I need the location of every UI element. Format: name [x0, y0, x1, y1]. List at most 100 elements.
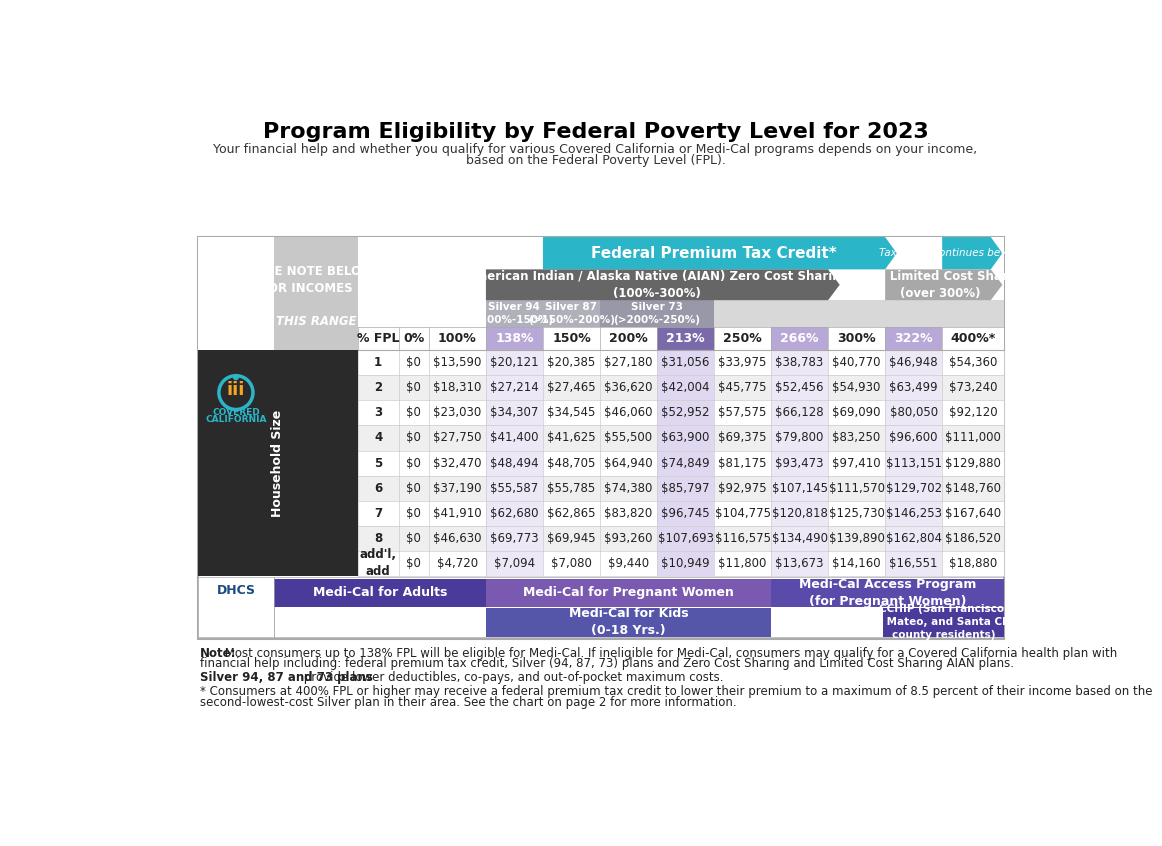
Text: $97,410: $97,410 [832, 457, 881, 470]
Text: $120,818: $120,818 [772, 507, 827, 519]
Text: $48,705: $48,705 [547, 457, 596, 470]
FancyBboxPatch shape [486, 400, 543, 426]
Text: $32,470: $32,470 [433, 457, 482, 470]
Text: $69,773: $69,773 [490, 532, 539, 545]
FancyBboxPatch shape [657, 475, 713, 501]
FancyBboxPatch shape [358, 501, 1004, 525]
Text: $20,121: $20,121 [490, 356, 539, 369]
Text: $34,545: $34,545 [547, 406, 596, 420]
Text: 7: 7 [374, 507, 382, 519]
FancyBboxPatch shape [198, 237, 1004, 350]
Text: $96,745: $96,745 [661, 507, 710, 519]
Text: $7,080: $7,080 [551, 557, 591, 570]
Text: $83,250: $83,250 [832, 431, 881, 444]
Text: $69,375: $69,375 [718, 431, 767, 444]
Text: $13,590: $13,590 [433, 356, 481, 369]
Text: $62,680: $62,680 [490, 507, 539, 519]
Text: $0: $0 [407, 431, 422, 444]
Text: $54,360: $54,360 [949, 356, 997, 369]
FancyBboxPatch shape [358, 350, 1004, 376]
Text: $83,820: $83,820 [604, 507, 653, 519]
Text: $63,900: $63,900 [661, 431, 710, 444]
Text: $57,575: $57,575 [718, 406, 767, 420]
Text: $14,160: $14,160 [832, 557, 881, 570]
Text: $31,056: $31,056 [661, 356, 710, 369]
Text: $69,945: $69,945 [547, 532, 596, 545]
Text: $85,797: $85,797 [661, 481, 710, 495]
Text: Most consumers up to 138% FPL will be eligible for Medi-Cal. If ineligible for M: Most consumers up to 138% FPL will be el… [221, 646, 1118, 660]
Text: DHCS: DHCS [216, 584, 256, 597]
Text: $62,865: $62,865 [547, 507, 596, 519]
Text: Federal Premium Tax Credit*: Federal Premium Tax Credit* [591, 245, 837, 261]
Text: $41,400: $41,400 [490, 431, 539, 444]
FancyBboxPatch shape [358, 475, 1004, 501]
FancyBboxPatch shape [657, 451, 713, 475]
FancyBboxPatch shape [885, 525, 942, 551]
FancyBboxPatch shape [885, 426, 942, 451]
Text: $46,630: $46,630 [433, 532, 482, 545]
Text: $80,050: $80,050 [890, 406, 938, 420]
FancyBboxPatch shape [486, 501, 543, 525]
FancyBboxPatch shape [657, 525, 713, 551]
Text: Household Size: Household Size [271, 409, 285, 517]
FancyBboxPatch shape [657, 327, 713, 350]
Text: Medi-Cal Access Program
(for Pregnant Women): Medi-Cal Access Program (for Pregnant Wo… [798, 578, 976, 608]
FancyBboxPatch shape [358, 426, 1004, 451]
Text: $107,693: $107,693 [658, 532, 713, 545]
Text: Silver 94
(100%-150%): Silver 94 (100%-150%) [475, 302, 553, 325]
FancyBboxPatch shape [885, 475, 942, 501]
Text: $52,456: $52,456 [775, 382, 824, 394]
FancyBboxPatch shape [883, 607, 1004, 637]
Text: iii: iii [227, 381, 245, 398]
FancyBboxPatch shape [657, 376, 713, 400]
Text: 266%: 266% [781, 332, 819, 345]
FancyBboxPatch shape [657, 350, 713, 376]
FancyBboxPatch shape [772, 551, 829, 576]
Text: $81,175: $81,175 [718, 457, 767, 470]
Text: CALIFORNIA: CALIFORNIA [206, 415, 266, 424]
Text: $148,760: $148,760 [945, 481, 1000, 495]
FancyBboxPatch shape [486, 579, 772, 607]
FancyBboxPatch shape [772, 400, 829, 426]
Text: $66,128: $66,128 [775, 406, 824, 420]
Text: $69,090: $69,090 [832, 406, 881, 420]
FancyBboxPatch shape [772, 579, 1004, 607]
Text: 3: 3 [374, 406, 382, 420]
Text: $73,240: $73,240 [949, 382, 997, 394]
Text: $146,253: $146,253 [885, 507, 941, 519]
Text: 8: 8 [374, 532, 382, 545]
Text: 2: 2 [374, 382, 382, 394]
Text: 100%: 100% [438, 332, 476, 345]
Polygon shape [885, 269, 1003, 300]
Text: Medi-Cal for Kids
(0-18 Yrs.): Medi-Cal for Kids (0-18 Yrs.) [568, 607, 688, 637]
FancyBboxPatch shape [486, 350, 543, 376]
Text: $113,151: $113,151 [885, 457, 941, 470]
Polygon shape [543, 237, 897, 269]
Text: 0%: 0% [403, 332, 424, 345]
Text: $33,975: $33,975 [718, 356, 767, 369]
FancyBboxPatch shape [772, 475, 829, 501]
FancyBboxPatch shape [772, 350, 829, 376]
Text: $9,440: $9,440 [608, 557, 650, 570]
Polygon shape [486, 269, 840, 300]
Text: $92,120: $92,120 [948, 406, 997, 420]
FancyBboxPatch shape [198, 237, 1004, 639]
Text: 322%: 322% [895, 332, 933, 345]
Text: $125,730: $125,730 [829, 507, 884, 519]
FancyBboxPatch shape [486, 451, 543, 475]
Text: 4: 4 [374, 431, 382, 444]
Text: Your financial help and whether you qualify for various Covered California or Me: Your financial help and whether you qual… [214, 143, 977, 156]
FancyBboxPatch shape [274, 237, 358, 350]
Text: $46,948: $46,948 [889, 356, 938, 369]
FancyBboxPatch shape [657, 400, 713, 426]
Text: $167,640: $167,640 [945, 507, 1002, 519]
FancyBboxPatch shape [358, 525, 1004, 551]
Circle shape [232, 374, 239, 380]
Text: $134,490: $134,490 [772, 532, 827, 545]
Text: $46,060: $46,060 [604, 406, 653, 420]
Text: $162,804: $162,804 [885, 532, 941, 545]
Text: $27,180: $27,180 [604, 356, 653, 369]
FancyBboxPatch shape [885, 451, 942, 475]
Text: $92,975: $92,975 [718, 481, 767, 495]
Text: $36,620: $36,620 [604, 382, 653, 394]
